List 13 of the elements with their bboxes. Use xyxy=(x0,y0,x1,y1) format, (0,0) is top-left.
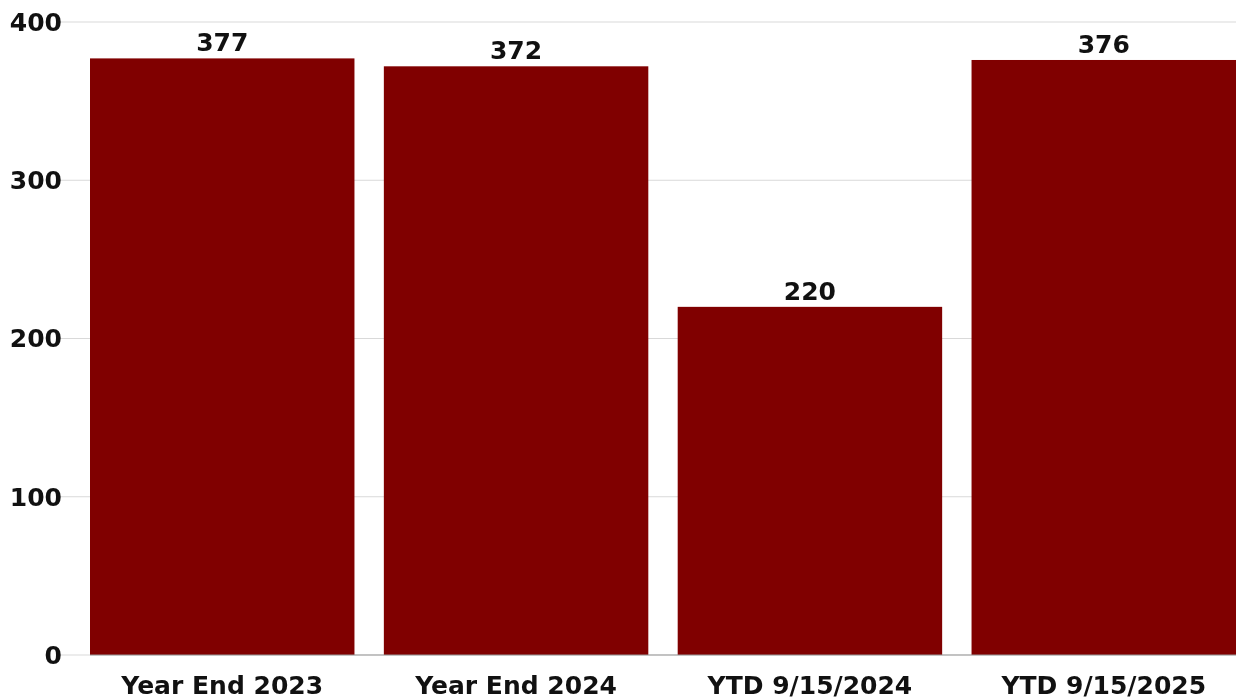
x-tick-label: YTD 9/15/2025 xyxy=(1000,671,1207,698)
data-label: 377 xyxy=(196,28,249,58)
y-tick-label: 300 xyxy=(9,166,62,195)
data-label: 372 xyxy=(489,36,543,66)
data-label: 376 xyxy=(1077,29,1130,59)
y-tick-label: 400 xyxy=(9,7,62,37)
data-label: 220 xyxy=(783,276,837,306)
x-tick-label: Year End 2023 xyxy=(120,671,324,698)
y-tick-label: 0 xyxy=(44,640,62,670)
y-tick-label: 200 xyxy=(9,324,62,354)
x-tick-label: Year End 2024 xyxy=(414,671,617,698)
y-tick-label: 100 xyxy=(9,482,62,512)
x-tick-label: YTD 9/15/2024 xyxy=(706,671,913,698)
